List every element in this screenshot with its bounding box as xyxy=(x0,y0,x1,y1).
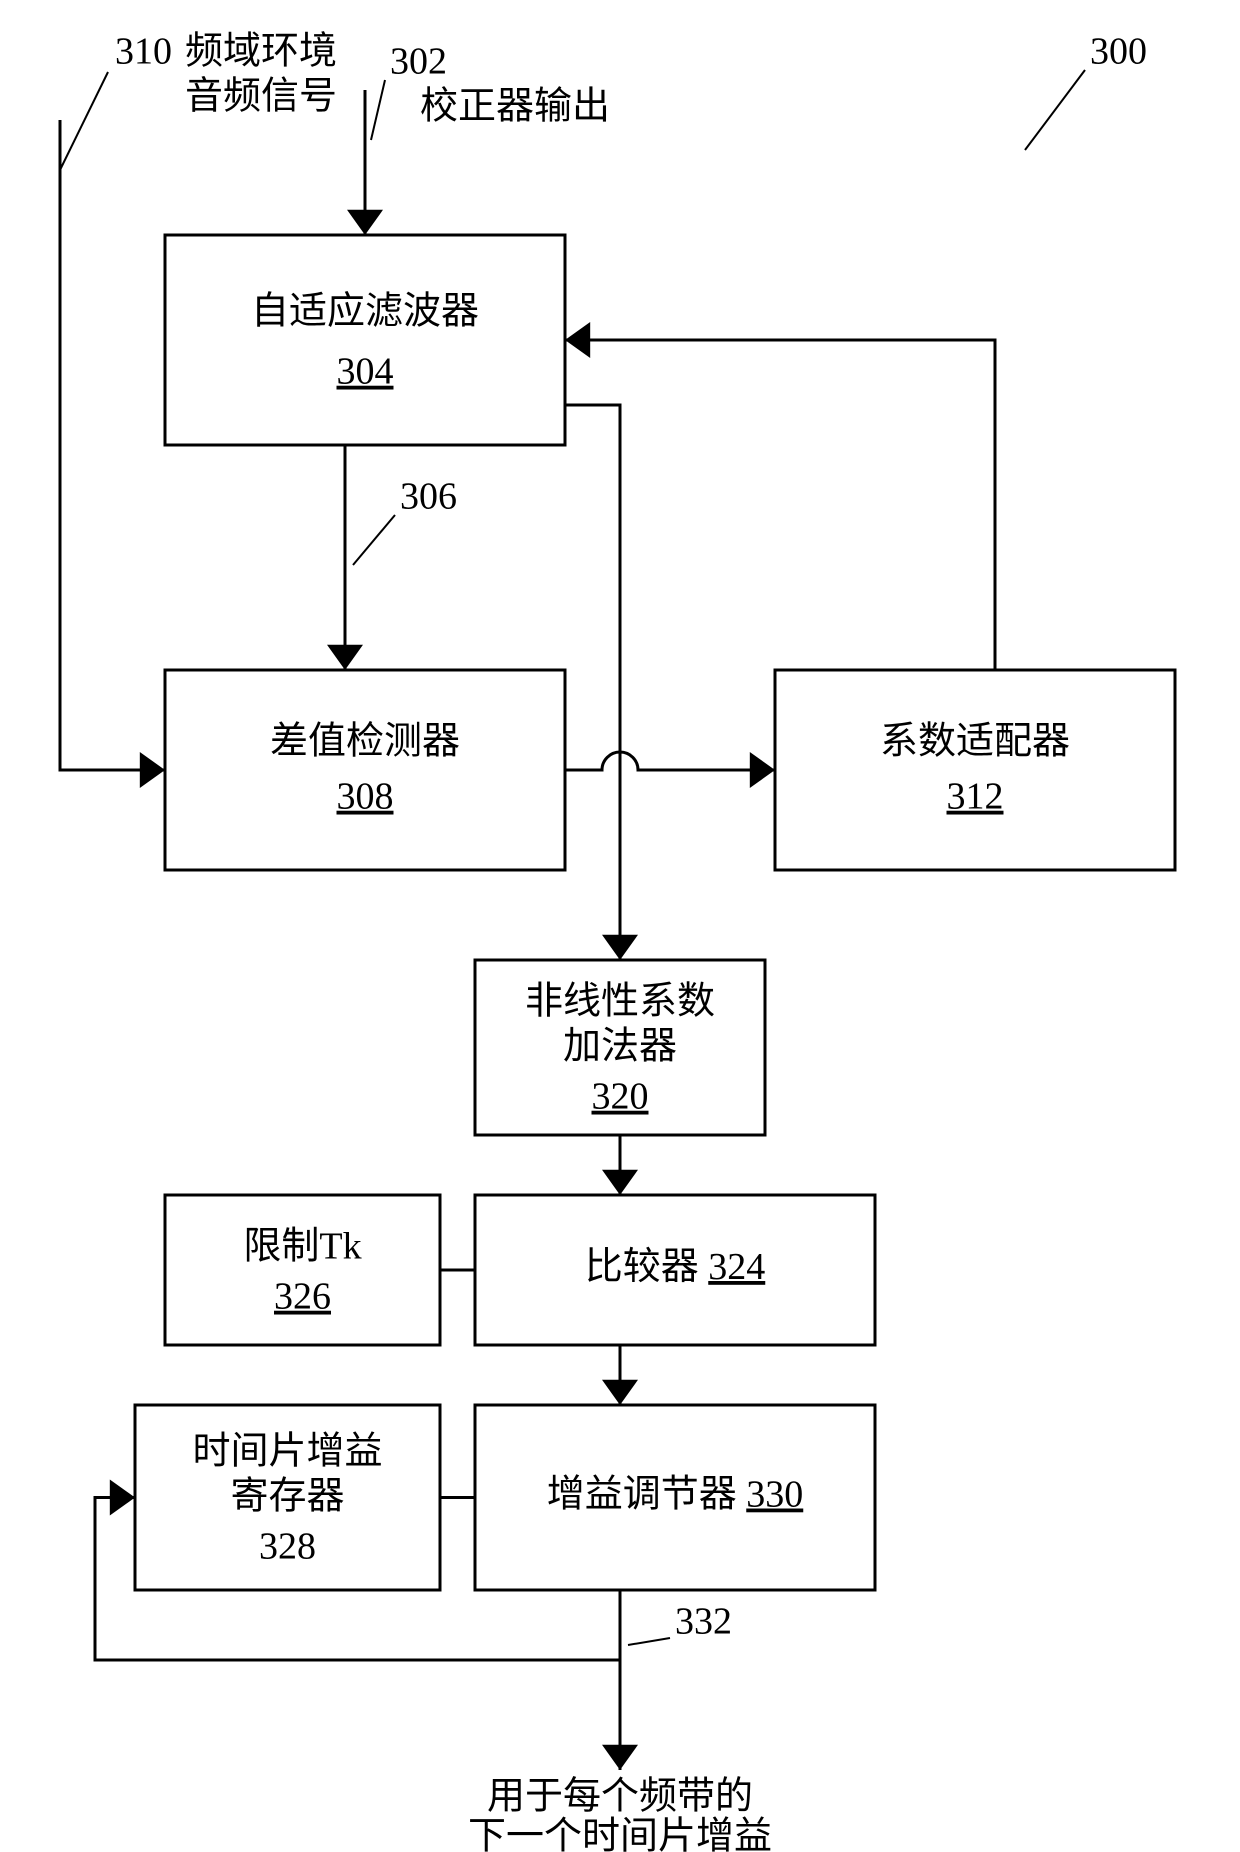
box-330-label: 增益调节器 330 xyxy=(547,1473,804,1515)
box-326-num: 326 xyxy=(274,1276,331,1318)
label-freq-env-1: 频域环境 xyxy=(185,31,337,73)
label-302-num: 302 xyxy=(390,41,447,83)
box-328-title1: 时间片增益 xyxy=(192,1431,382,1473)
label-310: 310 xyxy=(115,31,172,73)
box-coef-adapter xyxy=(775,670,1175,870)
box-304-num: 304 xyxy=(337,351,394,393)
box-324-label: 比较器 324 xyxy=(585,1246,766,1288)
box-diff-detector xyxy=(165,670,565,870)
label-300: 300 xyxy=(1090,31,1147,73)
box-328-title2: 寄存器 xyxy=(230,1476,344,1518)
caption-line2: 下一个时间片增益 xyxy=(468,1816,772,1852)
label-306: 306 xyxy=(400,476,457,518)
box-304-title: 自适应滤波器 xyxy=(251,291,479,333)
box-326-title: 限制Tk xyxy=(243,1226,361,1268)
label-302-text: 校正器输出 xyxy=(420,86,610,128)
box-320-title1: 非线性系数 xyxy=(525,981,715,1023)
diagram-canvas: 310 频域环境音频信号 300 302校正器输出自适应滤波器 304 差值检测器 308 系… xyxy=(0,0,1240,1852)
box-limit-tk xyxy=(165,1195,440,1345)
box-308-title: 差值检测器 xyxy=(270,721,460,763)
box-328-num: 328 xyxy=(259,1526,316,1568)
box-adaptive-filter xyxy=(165,235,565,445)
label-freq-env-2: 音频信号 xyxy=(185,76,337,118)
box-308-num: 308 xyxy=(337,776,394,818)
box-312-num: 312 xyxy=(947,776,1004,818)
box-320-title2: 加法器 xyxy=(563,1026,677,1068)
box-312-title: 系数适配器 xyxy=(880,721,1070,763)
caption-line1: 用于每个频带的 xyxy=(487,1776,753,1818)
label-332: 332 xyxy=(675,1601,732,1643)
box-320-num: 320 xyxy=(592,1076,649,1118)
